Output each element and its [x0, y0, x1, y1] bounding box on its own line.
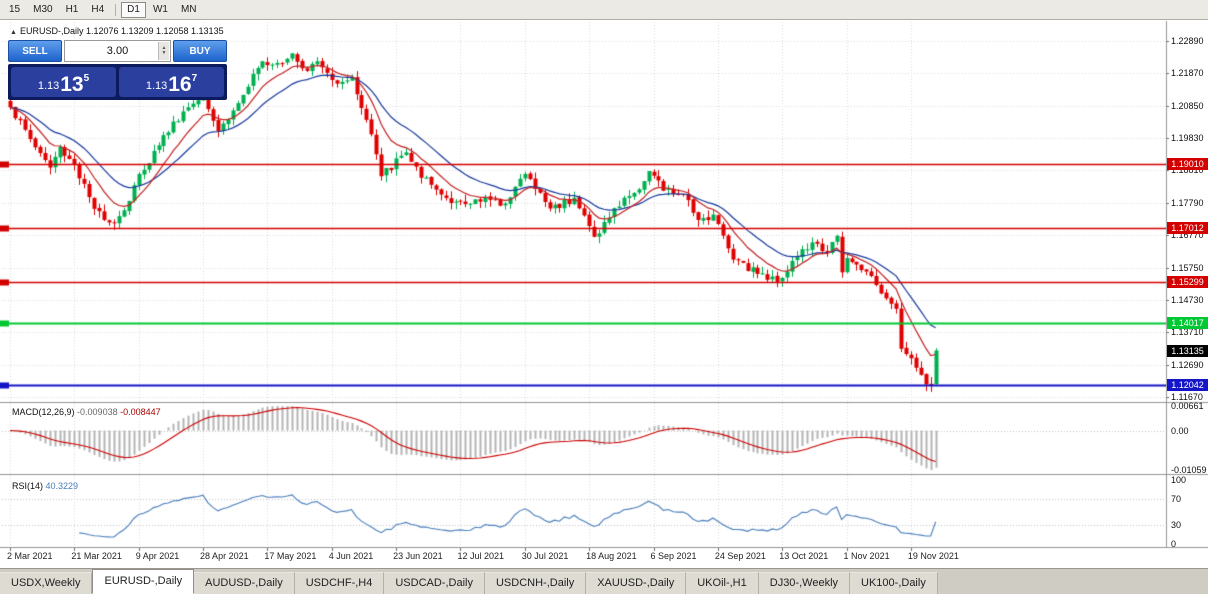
price-axis-label: 1.20850: [1171, 100, 1204, 111]
volume-spinner[interactable]: ▲ ▼: [158, 42, 169, 60]
timeframe-button-15[interactable]: 15: [3, 2, 26, 18]
timeframe-button-w1[interactable]: W1: [147, 2, 174, 18]
price-level-tag: 1.14017: [1167, 316, 1208, 329]
chart-tab-usdcnh-daily[interactable]: USDCNH-,Daily: [484, 572, 587, 594]
symbol-ohlc-text: EURUSD-,Daily 1.12076 1.13209 1.12058 1.…: [19, 26, 224, 36]
toolbar-separator: [115, 3, 117, 16]
price-level-tag: 1.12042: [1167, 379, 1208, 392]
sell-price-point: 5: [83, 73, 90, 84]
spinner-down-icon[interactable]: ▼: [161, 50, 167, 56]
timeframe-toolbar: 15 M30 H1 H4 D1 W1 MN: [0, 0, 1208, 20]
buy-price-pips: 16: [168, 73, 192, 96]
chart-tab-usdchf-h4[interactable]: USDCHF-,H4: [294, 572, 385, 594]
price-axis-label: 1.15750: [1171, 262, 1204, 273]
volume-field[interactable]: 3.00 ▲ ▼: [64, 40, 171, 62]
current-price-tag: 1.13135: [1167, 344, 1208, 357]
sell-price-pips: 13: [60, 73, 84, 96]
sell-button[interactable]: SELL: [8, 40, 62, 62]
macd-name: MACD(12,26,9): [12, 407, 75, 417]
chart-tab-eurusd-daily[interactable]: EURUSD-,Daily: [92, 569, 195, 594]
rsi-axis-label: 70: [1171, 493, 1182, 504]
price-axis-label: 1.11670: [1171, 392, 1203, 402]
price-level-tag: 1.17012: [1167, 221, 1208, 234]
date-axis-label: 9 Apr 2021: [135, 551, 180, 561]
one-click-trading-panel: SELL 3.00 ▲ ▼ BUY 1.13 13 5 1.13 16 7: [8, 40, 227, 100]
timeframe-button-mn[interactable]: MN: [175, 2, 203, 18]
rsi-name: RSI(14): [12, 481, 44, 491]
date-axis-label: 30 Jul 2021: [521, 551, 569, 561]
timeframe-button-d1[interactable]: D1: [121, 1, 146, 18]
date-axis-label: 19 Nov 2021: [907, 551, 959, 561]
buy-price-display[interactable]: 1.13 16 7: [119, 67, 224, 97]
price-level-tag: 1.15299: [1167, 275, 1208, 288]
chart-tab-bar: USDX,Weekly EURUSD-,Daily AUDUSD-,Daily USD…: [0, 568, 1208, 594]
date-axis-label: 28 Apr 2021: [200, 551, 249, 561]
chart-tab-audusd-daily[interactable]: AUDUSD-,Daily: [194, 572, 295, 594]
price-axis-label: 1.17790: [1171, 197, 1204, 208]
macd-indicator-label: MACD(12,26,9) -0.009038 -0.008447: [12, 407, 161, 417]
spinner-up-icon[interactable]: ▲: [161, 45, 167, 51]
buy-button[interactable]: BUY: [173, 40, 227, 62]
rsi-axis-label: 0: [1171, 539, 1177, 549]
symbol-ohlc-header: ▲ EURUSD-,Daily 1.12076 1.13209 1.12058 1…: [10, 26, 224, 36]
macd-main-value: -0.009038: [77, 407, 118, 417]
timeframe-button-m30[interactable]: M30: [27, 2, 58, 18]
date-axis-label: 17 May 2021: [264, 551, 317, 561]
chart-tab-usdx-weekly[interactable]: USDX,Weekly: [0, 572, 93, 594]
price-axis-label: 1.19830: [1171, 133, 1204, 144]
date-axis-label: 24 Sep 2021: [714, 551, 766, 561]
date-axis-label: 4 Jun 2021: [328, 551, 374, 561]
price-axis-label: 1.22890: [1171, 36, 1204, 46]
date-axis-label: 2 Mar 2021: [7, 551, 53, 561]
price-axis-label: 1.16770: [1171, 230, 1204, 241]
sell-price-display[interactable]: 1.13 13 5: [11, 67, 116, 97]
timeframe-button-h4[interactable]: H4: [85, 2, 110, 18]
volume-value[interactable]: 3.00: [106, 45, 129, 57]
date-axis-label: 12 Jul 2021: [457, 551, 504, 561]
timeframe-button-h1[interactable]: H1: [60, 2, 85, 18]
chart-tab-ukoil-h1[interactable]: UKOil-,H1: [686, 572, 759, 594]
chart-tab-usdcad-daily[interactable]: USDCAD-,Daily: [384, 572, 485, 594]
date-axis-label: 6 Sep 2021: [650, 551, 697, 561]
collapse-panel-icon[interactable]: ▲: [10, 29, 17, 36]
date-axis-label: 18 Aug 2021: [586, 551, 637, 561]
price-axis-label: 1.14730: [1171, 294, 1204, 305]
rsi-value: 40.3229: [45, 481, 79, 491]
chart-tab-uk100-daily[interactable]: UK100-,Daily: [850, 572, 938, 594]
macd-axis-label: 0.00661: [1171, 401, 1204, 411]
date-axis-label: 1 Nov 2021: [843, 551, 890, 561]
chart-tab-xauusd-daily[interactable]: XAUUSD-,Daily: [586, 572, 687, 594]
bid-ask-row: 1.13 13 5 1.13 16 7: [8, 64, 227, 100]
price-axis-label: 1.12690: [1171, 359, 1204, 370]
rsi-axis-label: 100: [1171, 475, 1187, 485]
price-axis-label: 1.21870: [1171, 68, 1204, 79]
chart-tab-dj30-weekly[interactable]: DJ30-,Weekly: [758, 572, 851, 594]
buy-price-point: 7: [191, 73, 198, 84]
date-axis-label: 23 Jun 2021: [393, 551, 443, 561]
trade-buttons-row: SELL 3.00 ▲ ▼ BUY: [8, 40, 227, 62]
buy-price-big-figure: 1.13: [145, 80, 168, 92]
rsi-indicator-label: RSI(14) 40.3229: [12, 481, 78, 491]
macd-signal-value: -0.008447: [120, 407, 161, 417]
macd-axis-label: -0.01059: [1171, 465, 1207, 475]
sell-price-big-figure: 1.13: [37, 80, 60, 92]
date-axis-label: 21 Mar 2021: [71, 551, 122, 561]
macd-axis-label: 0.00: [1171, 425, 1189, 436]
price-axis-label: 1.18810: [1171, 165, 1204, 176]
rsi-axis-label: 30: [1171, 520, 1182, 531]
price-level-tag: 1.19010: [1167, 158, 1208, 171]
date-axis-label: 13 Oct 2021: [779, 551, 829, 561]
price-axis-label: 1.13710: [1171, 327, 1204, 338]
